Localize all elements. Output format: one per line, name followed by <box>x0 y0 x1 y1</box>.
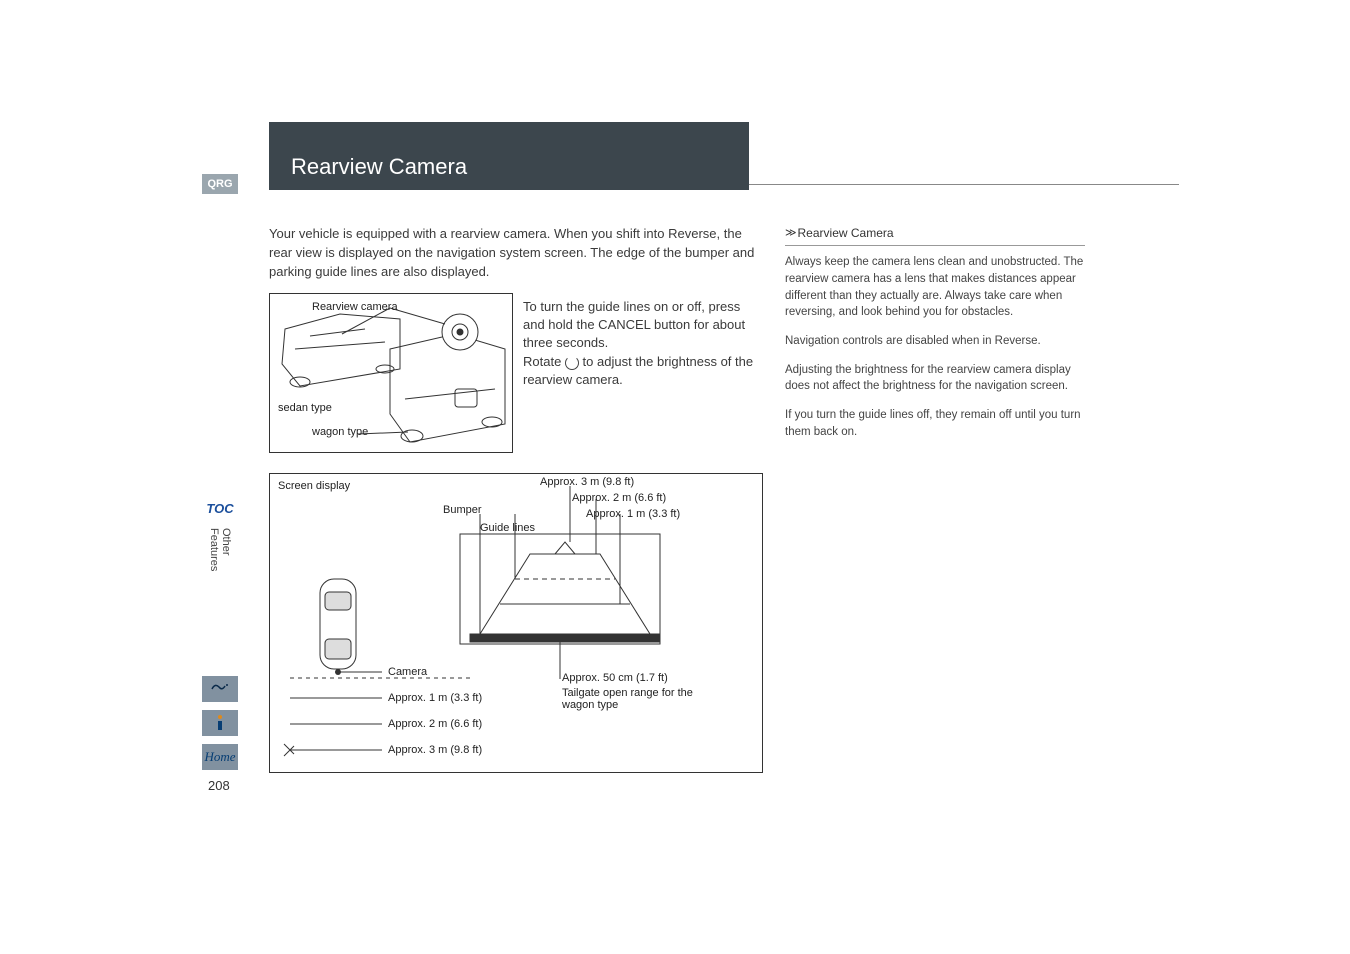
brightness-paragraph: Rotate to adjust the brightness of the r… <box>523 353 763 389</box>
label-rearview-camera: Rearview camera <box>312 301 398 313</box>
label-wagon-type: wagon type <box>312 426 368 438</box>
label-50cm: Approx. 50 cm (1.7 ft) <box>562 672 668 684</box>
voice-icon[interactable] <box>202 676 238 702</box>
label-guide-lines: Guide lines <box>480 522 535 534</box>
label-bumper: Bumper <box>443 504 482 516</box>
info-icon[interactable] <box>202 710 238 736</box>
figure-screen-display: Screen display Bumper Guide lines Approx… <box>269 473 763 773</box>
toggle-guidelines-paragraph: To turn the guide lines on or off, press… <box>523 298 763 353</box>
note-p1: Always keep the camera lens clean and un… <box>785 254 1085 321</box>
camera-location-svg <box>270 294 514 454</box>
label-1m: Approx. 1 m (3.3 ft) <box>388 692 482 704</box>
note-p2: Navigation controls are disabled when in… <box>785 333 1085 350</box>
note-p3: Adjusting the brightness for the rearvie… <box>785 362 1085 395</box>
notes-heading-text: Rearview Camera <box>798 225 894 242</box>
screen-display-svg <box>270 474 764 774</box>
qrg-badge[interactable]: QRG <box>202 174 238 194</box>
label-camera: Camera <box>388 666 427 678</box>
page-number: 208 <box>208 778 230 793</box>
label-3m: Approx. 3 m (9.8 ft) <box>388 744 482 756</box>
page-title: Rearview Camera <box>291 154 467 180</box>
figure-camera-location: Rearview camera sedan type wagon type <box>269 293 513 453</box>
notes-heading: ≫ Rearview Camera <box>785 225 1085 246</box>
toc-badge[interactable]: TOC <box>202 497 238 519</box>
manual-page: QRG TOC Other Features Home 208 Rearview… <box>0 0 1350 954</box>
label-2m-top: Approx. 2 m (6.6 ft) <box>572 492 666 504</box>
label-1m-top: Approx. 1 m (3.3 ft) <box>586 508 680 520</box>
title-rule <box>749 184 1179 185</box>
label-2m: Approx. 2 m (6.6 ft) <box>388 718 482 730</box>
label-tailgate: Tailgate open range for the wagon type <box>562 687 722 711</box>
label-sedan-type: sedan type <box>278 402 332 414</box>
intro-paragraph: Your vehicle is equipped with a rearview… <box>269 225 759 282</box>
note-p4: If you turn the guide lines off, they re… <box>785 407 1085 440</box>
title-bar: Rearview Camera <box>269 122 749 190</box>
home-icon[interactable]: Home <box>202 744 238 770</box>
label-3m-top: Approx. 3 m (9.8 ft) <box>540 476 634 488</box>
para2-prefix: Rotate <box>523 354 565 369</box>
chevron-icon: ≫ <box>785 226 794 242</box>
rotate-dial-icon <box>565 356 579 370</box>
label-screen-display: Screen display <box>278 480 350 492</box>
notes-sidebar: ≫ Rearview Camera Always keep the camera… <box>785 225 1085 452</box>
section-label: Other Features <box>208 528 232 571</box>
